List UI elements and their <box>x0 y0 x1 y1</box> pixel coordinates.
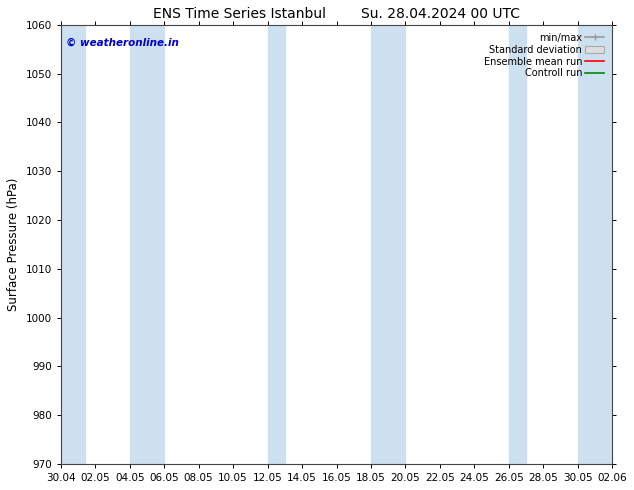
Text: © weatheronline.in: © weatheronline.in <box>67 38 179 48</box>
Bar <box>509 25 526 464</box>
Bar <box>578 25 623 464</box>
Legend: min/max, Standard deviation, Ensemble mean run, Controll run: min/max, Standard deviation, Ensemble me… <box>481 30 607 81</box>
Bar <box>268 25 285 464</box>
Bar <box>130 25 164 464</box>
Bar <box>51 25 85 464</box>
Bar <box>371 25 406 464</box>
Y-axis label: Surface Pressure (hPa): Surface Pressure (hPa) <box>7 178 20 311</box>
Title: ENS Time Series Istanbul        Su. 28.04.2024 00 UTC: ENS Time Series Istanbul Su. 28.04.2024 … <box>153 7 520 21</box>
